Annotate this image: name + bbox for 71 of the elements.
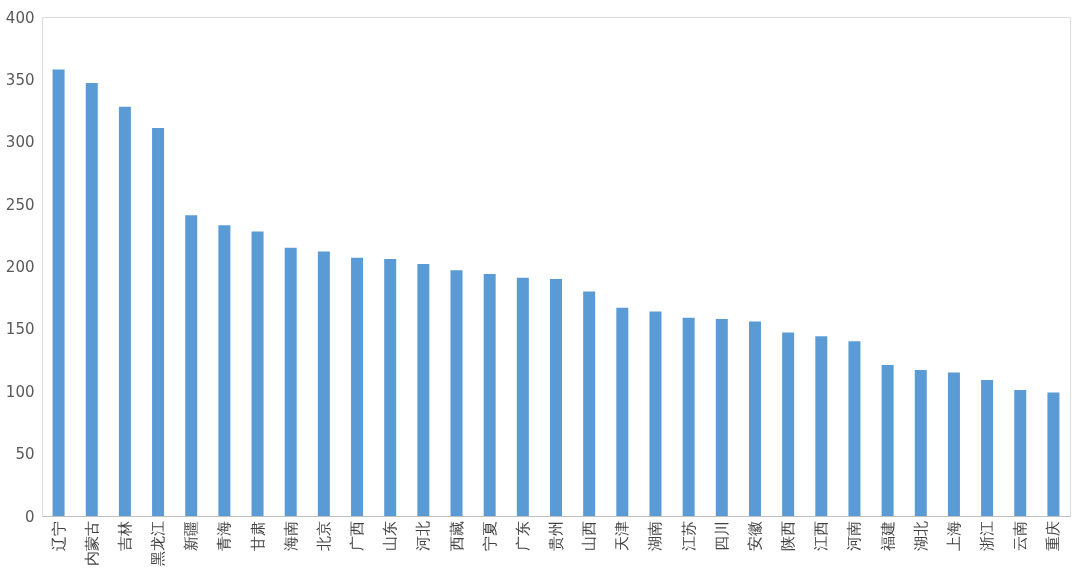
x-tick-label: 河北 <box>414 520 433 551</box>
bar <box>218 225 231 516</box>
x-tick-label: 甘肃 <box>248 520 267 551</box>
bar <box>417 264 430 516</box>
bar <box>185 215 198 516</box>
x-tick-label: 山东 <box>381 520 400 551</box>
x-tick-label: 山西 <box>580 520 599 551</box>
bar <box>351 257 364 516</box>
x-tick-label: 青海 <box>215 520 234 551</box>
bar <box>815 336 828 516</box>
x-tick-label: 湖北 <box>911 520 930 551</box>
x-tick-label: 西藏 <box>447 520 466 551</box>
bar <box>52 69 65 516</box>
bar <box>85 83 98 516</box>
bar <box>483 273 496 516</box>
x-tick-label: 安徽 <box>745 520 764 551</box>
y-tick-label: 50 <box>15 445 35 464</box>
x-tick-label: 吉林 <box>115 520 134 551</box>
y-tick-label: 300 <box>5 133 35 152</box>
bar <box>384 259 397 516</box>
x-tick-label: 福建 <box>878 520 897 551</box>
x-tick-label: 江西 <box>812 520 831 551</box>
bar <box>1047 392 1060 516</box>
bar <box>152 128 165 516</box>
y-tick-label: 350 <box>5 70 35 89</box>
x-tick-label: 宁夏 <box>480 520 499 551</box>
x-tick-label: 浙江 <box>978 520 997 551</box>
x-tick-label: 湖南 <box>646 520 665 551</box>
y-tick-label: 0 <box>24 507 35 526</box>
bar <box>947 372 960 516</box>
x-tick-label: 陕西 <box>779 520 798 551</box>
bar <box>748 321 761 516</box>
bar <box>1014 390 1027 516</box>
x-tick-label: 天津 <box>613 520 632 551</box>
x-tick-label: 云南 <box>1011 520 1030 551</box>
y-tick-label: 100 <box>5 382 35 401</box>
bar <box>715 318 728 516</box>
bar <box>118 106 131 516</box>
bar <box>914 370 927 516</box>
x-tick-label: 贵州 <box>547 520 565 551</box>
x-tick-label: 河南 <box>845 520 864 551</box>
y-tick-label: 400 <box>5 8 35 27</box>
y-tick-label: 250 <box>5 195 35 214</box>
bar <box>682 317 695 516</box>
bar <box>649 311 662 516</box>
bar <box>450 270 463 516</box>
bar <box>251 231 264 516</box>
bar <box>284 247 297 516</box>
x-tick-label: 北京 <box>314 520 333 551</box>
x-tick-label: 辽宁 <box>49 520 68 551</box>
bar <box>782 332 795 516</box>
x-tick-label: 广西 <box>348 520 367 551</box>
bar <box>881 365 894 516</box>
x-tick-label: 上海 <box>944 520 963 551</box>
y-tick-label: 200 <box>5 258 35 276</box>
bar <box>848 341 861 516</box>
bar <box>583 291 596 516</box>
bar <box>550 278 562 516</box>
x-tick-label: 广东 <box>513 520 532 551</box>
bar <box>516 277 529 516</box>
x-tick-label: 黑龙江 <box>149 520 168 566</box>
x-tick-label: 江苏 <box>679 520 698 551</box>
x-tick-label: 重庆 <box>1044 520 1063 551</box>
x-tick-label: 四川 <box>712 520 731 551</box>
x-tick-label: 内蒙古 <box>82 520 101 566</box>
bar <box>981 380 994 516</box>
x-tick-label: 新疆 <box>182 520 201 551</box>
y-tick-label: 150 <box>5 320 35 339</box>
bar <box>616 307 629 516</box>
bar <box>317 251 330 516</box>
x-tick-label: 海南 <box>281 520 300 551</box>
